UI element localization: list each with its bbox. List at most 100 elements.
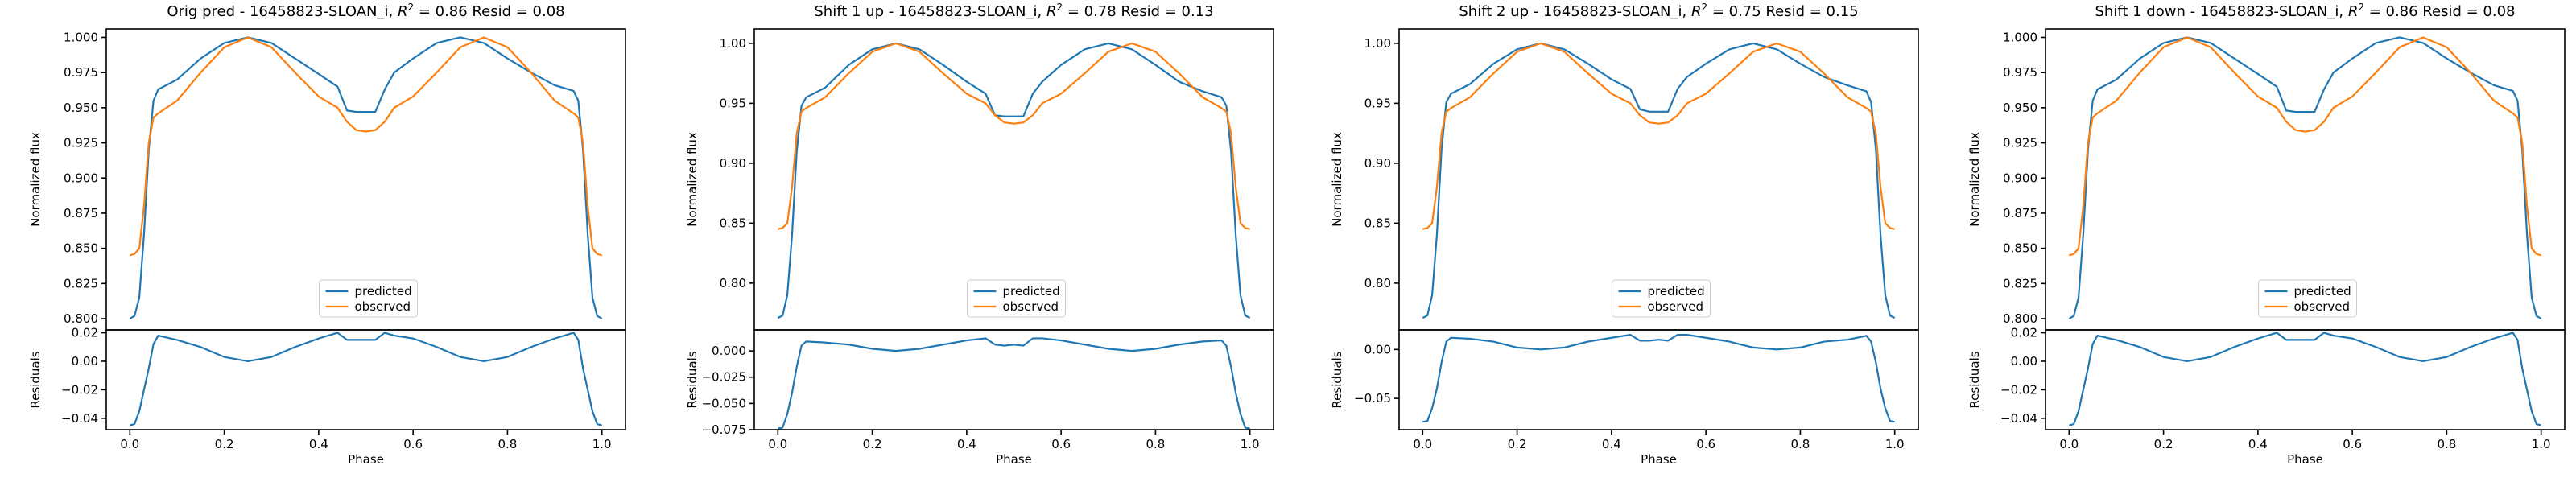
top-ytick-label: 0.925 <box>2003 136 2037 150</box>
top-ylabel: Normalized flux <box>685 132 700 227</box>
xtick-label: 1.0 <box>1241 437 1260 451</box>
bottom-ytick-label: 0.000 <box>712 344 746 358</box>
xtick-label: 1.0 <box>592 437 612 451</box>
xlabel: Phase <box>348 452 384 467</box>
legend-label-observed: observed <box>1003 299 1059 314</box>
xlabel: Phase <box>1641 452 1677 467</box>
legend-label-predicted: predicted <box>355 284 412 299</box>
legend-label-predicted: predicted <box>2294 284 2351 299</box>
top-ytick-label: 0.825 <box>2003 276 2037 290</box>
top-series-predicted <box>2068 36 2542 319</box>
top-series-observed <box>130 36 602 257</box>
xtick-label: 0.2 <box>215 437 234 451</box>
bottom-ytick-label: −0.02 <box>2000 382 2037 397</box>
top-ytick-label: 1.000 <box>2003 30 2037 44</box>
top-ytick-label: 1.00 <box>720 36 746 51</box>
bottom-series-residual <box>778 337 1250 430</box>
xtick-label: 0.0 <box>2059 437 2079 451</box>
bottom-ytick-label: −0.025 <box>701 370 746 385</box>
top-ytick-label: 0.975 <box>2003 65 2037 80</box>
xtick-label: 0.8 <box>1146 437 1165 451</box>
panel-1: 0.800 0.825 0.850 0.875 0.900 0.925 0.950 0.975… <box>28 2 626 467</box>
bottom-ytick-label: −0.050 <box>701 396 746 410</box>
xtick-label: 0.6 <box>1051 437 1071 451</box>
xlabel: Phase <box>2287 452 2323 467</box>
title-stats: = 0.86 Resid = 0.08 <box>2364 3 2516 20</box>
title-stats: = 0.86 Resid = 0.08 <box>414 3 565 20</box>
top-ytick-label: 0.900 <box>64 171 98 185</box>
title-superscript: 2 <box>1701 2 1707 13</box>
top-series-observed <box>2069 36 2541 257</box>
xtick-label: 0.4 <box>957 437 976 451</box>
bottom-ylabel: Residuals <box>685 351 700 408</box>
top-ytick-label: 0.90 <box>1364 156 1391 171</box>
top-ytick-label: 1.000 <box>64 30 98 44</box>
xtick-label: 0.0 <box>768 437 787 451</box>
bottom-ytick-label: 0.02 <box>2011 326 2037 340</box>
title-superscript: 2 <box>407 2 414 13</box>
top-ytick-label: 0.950 <box>2003 101 2037 115</box>
bottom-series-residual <box>130 332 602 426</box>
panel-4: 0.800 0.825 0.850 0.875 0.900 0.925 0.950 0.975… <box>1967 2 2566 467</box>
top-series-predicted <box>129 36 603 319</box>
bottom-ylabel: Residuals <box>28 351 43 408</box>
xtick-label: 0.4 <box>2248 437 2268 451</box>
bottom-axes-frame <box>105 329 626 430</box>
title-text: Shift 1 up - 16458823-SLOAN_i, <box>814 3 1046 20</box>
bottom-ytick-label: 0.00 <box>1364 342 1391 356</box>
title-superscript: 2 <box>2358 2 2364 13</box>
xtick-label: 1.0 <box>1885 437 1905 451</box>
top-ytick-label: 0.975 <box>64 65 98 80</box>
legend-label-observed: observed <box>355 299 411 314</box>
top-series-observed <box>778 42 1250 230</box>
panel-title: Shift 1 down - 16458823-SLOAN_i, R2 = 0.… <box>2095 2 2516 20</box>
xtick-label: 0.2 <box>1508 437 1527 451</box>
top-ytick-label: 0.850 <box>2003 241 2037 256</box>
panel-2: 0.80 0.85 0.90 0.95 1.00 Normalized flux −0.07… <box>685 2 1274 467</box>
xtick-label: 0.2 <box>2154 437 2174 451</box>
bottom-ylabel: Residuals <box>1967 351 1982 408</box>
xlabel: Phase <box>996 452 1032 467</box>
legend-box <box>967 279 1066 318</box>
top-ytick-label: 0.875 <box>2003 206 2037 220</box>
top-ytick-label: 0.925 <box>64 136 98 150</box>
xtick-label: 0.8 <box>497 437 517 451</box>
bottom-ytick-label: −0.075 <box>701 422 746 437</box>
top-ytick-label: 0.800 <box>64 311 98 326</box>
bottom-ytick-label: 0.00 <box>2011 354 2037 369</box>
title-text: Orig pred - 16458823-SLOAN_i, <box>167 3 398 20</box>
xtick-label: 0.6 <box>403 437 423 451</box>
top-ytick-label: 0.95 <box>1364 96 1391 110</box>
title-superscript: 2 <box>1056 2 1063 13</box>
top-series-predicted <box>777 42 1251 319</box>
title-stats: = 0.78 Resid = 0.13 <box>1063 3 1214 20</box>
xtick-label: 0.4 <box>309 437 328 451</box>
top-ytick-label: 1.00 <box>1364 36 1391 51</box>
top-series-predicted <box>1422 42 1896 319</box>
legend-box <box>2258 279 2357 318</box>
panel-title: Orig pred - 16458823-SLOAN_i, R2 = 0.86 … <box>167 2 564 20</box>
legend-label-observed: observed <box>2294 299 2351 314</box>
bottom-ytick-label: 0.02 <box>72 326 98 340</box>
title-text: Shift 1 down - 16458823-SLOAN_i, <box>2095 3 2348 20</box>
xtick-label: 0.8 <box>2437 437 2456 451</box>
legend-box <box>1612 279 1711 318</box>
bottom-ytick-label: 0.00 <box>72 354 98 369</box>
xtick-label: 0.0 <box>1413 437 1432 451</box>
top-ytick-label: 0.850 <box>64 241 98 256</box>
top-ylabel: Normalized flux <box>28 132 43 227</box>
title-stats: = 0.75 Resid = 0.15 <box>1707 3 1859 20</box>
bottom-ytick-label: −0.04 <box>61 411 98 426</box>
top-ytick-label: 0.800 <box>2003 311 2037 326</box>
panel-title: Shift 2 up - 16458823-SLOAN_i, R2 = 0.75… <box>1459 2 1858 20</box>
top-ytick-label: 0.825 <box>64 276 98 290</box>
legend-label-observed: observed <box>1648 299 1704 314</box>
legend-box <box>319 279 418 318</box>
bottom-series-residual <box>2069 332 2541 426</box>
xtick-label: 0.8 <box>1790 437 1810 451</box>
bottom-axes-frame <box>753 329 1274 430</box>
